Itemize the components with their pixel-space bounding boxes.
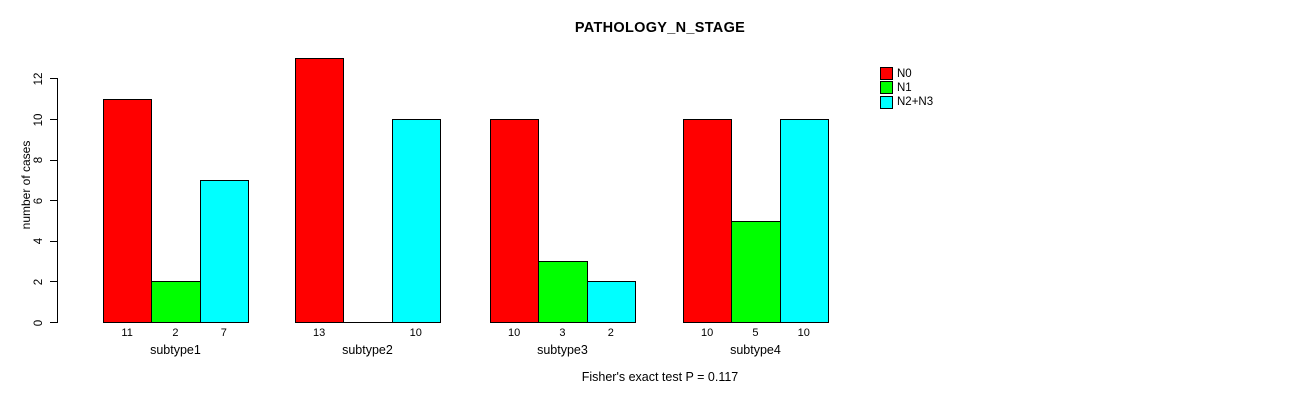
y-axis-tick <box>50 281 57 283</box>
bar-n0-subtype4 <box>683 119 733 323</box>
bar-value-label: 3 <box>559 327 566 339</box>
annotation-text: Fisher's exact test P = 0.117 <box>581 370 739 384</box>
y-axis-tick-label: 6 <box>33 197 45 204</box>
y-axis-tick-label: 8 <box>33 156 45 164</box>
bar-value-label: 10 <box>701 327 714 339</box>
category-label-subtype4: subtype4 <box>730 343 781 357</box>
bar-value-label: 10 <box>797 327 810 339</box>
y-axis-line <box>57 78 58 323</box>
legend-swatch-n0 <box>880 67 893 80</box>
bar-value-label: 10 <box>409 327 422 339</box>
legend-label: N0 <box>897 67 912 80</box>
y-axis-tick <box>50 78 57 80</box>
category-label-subtype1: subtype1 <box>150 343 201 357</box>
bar-value-label: 13 <box>313 327 326 339</box>
legend-swatch-n2-n3 <box>880 95 893 109</box>
bar-value-label: 5 <box>752 327 759 339</box>
bar-value-label: 10 <box>508 327 521 339</box>
category-label-subtype3: subtype3 <box>537 343 588 357</box>
y-axis-label: number of cases <box>19 140 33 230</box>
y-axis-tick <box>50 240 57 242</box>
bar-n2-n3-subtype4 <box>779 119 829 323</box>
y-axis-tick-label: 10 <box>33 113 45 126</box>
y-axis-tick-label: 12 <box>33 72 45 86</box>
y-axis-tick-label: 4 <box>33 238 45 245</box>
chart-title: PATHOLOGY_N_STAGE <box>574 20 746 36</box>
y-axis-tick <box>50 159 57 161</box>
bar-n0-subtype1 <box>103 98 153 323</box>
legend-label: N1 <box>897 81 912 94</box>
y-axis-tick <box>50 119 57 120</box>
bar-value-label: 11 <box>121 327 133 339</box>
bar-n2-n3-subtype1 <box>199 179 249 323</box>
bar-n2-n3-subtype3 <box>586 281 636 323</box>
bar-n1-subtype3 <box>538 261 588 323</box>
y-axis-tick <box>50 200 57 202</box>
legend-label: N2+N3 <box>897 96 934 109</box>
bar-value-label: 2 <box>172 327 179 339</box>
bar-n0-subtype3 <box>490 119 540 323</box>
bar-n0-subtype2 <box>295 58 345 323</box>
zero-height-bar-subtype2 <box>343 322 393 323</box>
y-axis-tick-label: 0 <box>33 319 45 326</box>
bar-n2-n3-subtype2 <box>391 119 441 323</box>
y-axis-tick <box>50 322 57 323</box>
y-axis-tick-label: 2 <box>33 278 45 286</box>
bar-n1-subtype1 <box>151 281 201 323</box>
bar-n1-subtype4 <box>731 220 781 323</box>
legend-swatch-n1 <box>880 81 893 95</box>
bar-value-label: 2 <box>607 327 614 339</box>
bar-value-label: 7 <box>220 327 227 339</box>
category-label-subtype2: subtype2 <box>342 343 393 357</box>
